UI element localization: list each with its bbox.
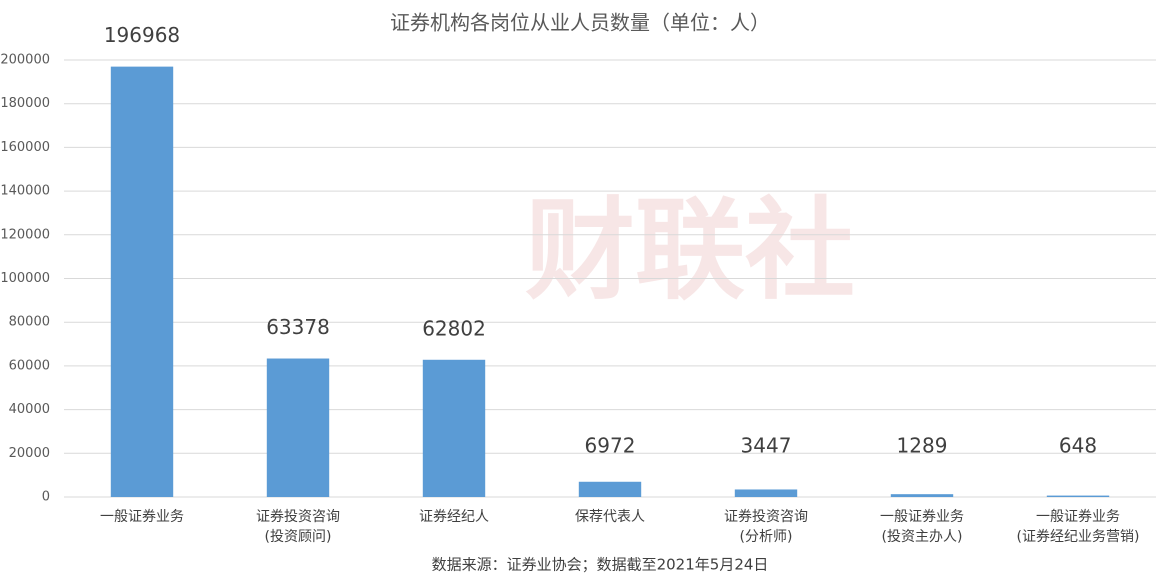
source-note: 数据来源：证券业协会；数据截至2021年5月24日 <box>432 556 769 574</box>
value-label: 63378 <box>266 315 330 339</box>
y-tick-label: 100000 <box>0 271 50 286</box>
value-label: 3447 <box>741 434 792 458</box>
x-tick-label: 证券投资咨询 (投资顾问) <box>256 509 340 545</box>
value-label: 6972 <box>585 434 636 458</box>
y-tick-label: 200000 <box>0 53 50 68</box>
x-tick-label: 保荐代表人 <box>575 509 645 525</box>
x-tick-label: 一般证券业务 (投资主办人) <box>880 509 964 545</box>
value-label: 62802 <box>422 316 486 340</box>
y-tick-label: 60000 <box>9 358 50 373</box>
bar <box>1046 495 1110 497</box>
x-tick-label: 证券投资咨询 (分析师) <box>724 509 808 545</box>
value-label: 196968 <box>104 23 180 47</box>
y-tick-label: 120000 <box>0 227 50 242</box>
bar <box>578 481 642 497</box>
x-tick-label: 一般证券业务 (证券经纪业务营销) <box>1016 509 1140 545</box>
y-tick-label: 0 <box>42 490 50 505</box>
value-label: 648 <box>1059 434 1097 458</box>
y-tick-label: 20000 <box>9 446 50 461</box>
y-tick-label: 80000 <box>9 315 50 330</box>
y-tick-label: 40000 <box>9 402 50 417</box>
x-tick-label: 证券经纪人 <box>419 509 489 525</box>
chart-title: 证券机构各岗位从业人员数量（单位：人） <box>390 11 770 35</box>
y-tick-label: 160000 <box>0 140 50 155</box>
y-tick-label: 180000 <box>0 96 50 111</box>
bar <box>734 489 798 497</box>
x-tick-label: 一般证券业务 <box>100 509 184 525</box>
value-label: 1289 <box>897 434 948 458</box>
bar <box>422 359 486 497</box>
bar <box>266 358 330 497</box>
watermark: 财联社 <box>525 186 855 314</box>
y-tick-label: 140000 <box>0 184 50 199</box>
bar <box>890 494 954 497</box>
bar <box>110 66 174 497</box>
